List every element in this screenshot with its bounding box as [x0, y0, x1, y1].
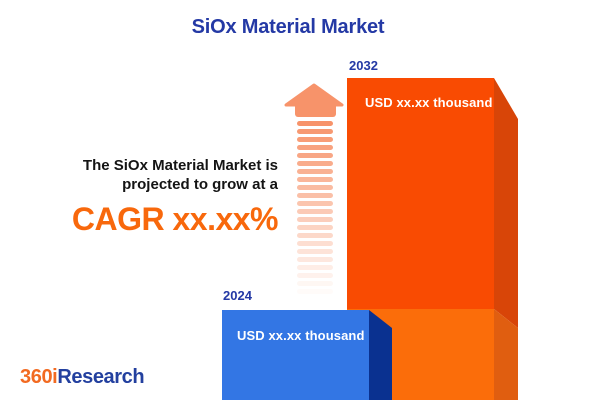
bar-2024-side	[369, 310, 392, 400]
company-logo: 360iResearch	[20, 366, 145, 389]
arrow-stripe	[297, 129, 333, 134]
bar-2032-front-base-segment	[347, 309, 494, 400]
arrow-stripe	[297, 281, 333, 286]
bar-2032-value-label: USD xx.xx thousand	[365, 95, 493, 110]
arrow-stripe	[297, 217, 333, 222]
arrow-stripe	[297, 209, 333, 214]
bar-2032-front	[347, 78, 494, 309]
promo-line-2: projected to grow at a	[122, 176, 278, 193]
arrow-stripe	[297, 241, 333, 246]
arrow-stripe	[297, 289, 333, 294]
arrow-stripes	[297, 121, 333, 301]
bar-2032-side-dark	[494, 78, 518, 328]
promo-line-1: The SiOx Material Market is	[82, 157, 278, 174]
arrow-stripe	[297, 273, 333, 278]
arrow-stripe	[297, 201, 333, 206]
arrow-stripe	[297, 153, 333, 158]
bar-2032-year-label: 2032	[349, 58, 378, 73]
arrow-stripe	[297, 257, 333, 262]
bar-2024-year-label: 2024	[223, 288, 252, 303]
promo-text: The SiOx Material Market is projected to…	[83, 156, 278, 194]
arrow-stripe	[297, 249, 333, 254]
bar-2032-side-base-segment	[494, 309, 518, 400]
arrow-stripe	[297, 137, 333, 142]
arrow-stripe	[297, 265, 333, 270]
logo-360i: 360i	[20, 366, 58, 388]
cagr-text: CAGR xx.xx%	[71, 201, 279, 237]
arrow-stripe	[297, 233, 333, 238]
growth-arrow-neck	[295, 103, 336, 117]
page-title: SiOx Material Market	[191, 16, 385, 38]
arrow-stripe	[297, 145, 333, 150]
arrow-stripe	[297, 185, 333, 190]
arrow-stripe	[297, 177, 333, 182]
bar-2024-front	[222, 310, 369, 400]
arrow-stripe	[297, 193, 333, 198]
arrow-stripe	[297, 121, 333, 126]
arrow-stripe	[297, 225, 333, 230]
logo-research: Research	[57, 366, 145, 388]
arrow-stripe	[297, 169, 333, 174]
bar-2024-value-label: USD xx.xx thousand	[237, 328, 365, 343]
arrow-stripe	[297, 161, 333, 166]
